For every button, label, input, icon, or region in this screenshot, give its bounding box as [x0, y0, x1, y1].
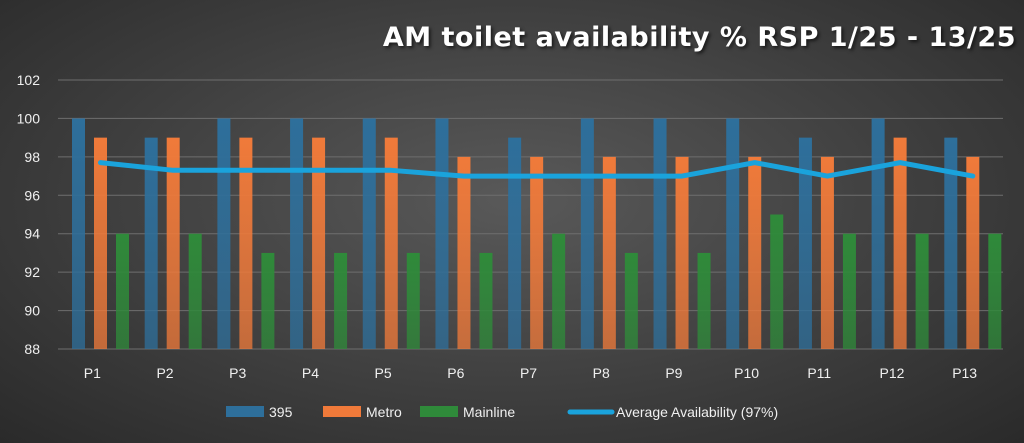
bar	[580, 118, 594, 349]
y-tick-label: 98	[24, 149, 40, 165]
bar	[798, 137, 812, 349]
bar	[94, 137, 107, 349]
bar	[479, 252, 493, 349]
bar	[966, 156, 980, 349]
x-tick-label: P10	[734, 365, 759, 381]
x-tick-label: P12	[880, 365, 905, 381]
bar	[166, 137, 180, 349]
x-tick-label: P8	[593, 365, 610, 381]
bar	[217, 118, 231, 349]
bar	[406, 252, 420, 349]
bar	[915, 233, 929, 349]
bar	[871, 118, 885, 349]
bar	[893, 137, 907, 349]
legend-label: 395	[269, 404, 293, 420]
x-tick-label: P1	[84, 365, 101, 381]
bar	[624, 252, 638, 349]
average-line-series	[98, 160, 976, 179]
legend-label: Mainline	[463, 404, 515, 420]
bar	[653, 118, 667, 349]
legend: 395 Metro Mainline Average Availability (97…	[226, 404, 778, 420]
bar	[334, 252, 348, 349]
x-tick-label: P3	[229, 365, 246, 381]
x-tick-label: P5	[375, 365, 392, 381]
y-tick-label: 94	[24, 226, 40, 242]
y-tick-label: 90	[24, 303, 40, 319]
bar	[435, 118, 449, 349]
bar	[748, 156, 762, 349]
x-tick-label: P13	[952, 365, 977, 381]
series-395-bars	[72, 118, 958, 349]
bar	[290, 118, 304, 349]
bar	[552, 233, 566, 349]
bar	[944, 137, 958, 349]
legend-label: Average Availability (97%)	[616, 404, 778, 420]
bar	[726, 118, 740, 349]
bar	[261, 252, 275, 349]
y-tick-label: 100	[17, 110, 41, 126]
bar	[988, 233, 1002, 349]
y-axis-labels: 88 90 92 94 96 98 100 102	[17, 72, 41, 357]
bar	[697, 252, 711, 349]
bar	[602, 156, 616, 349]
bar	[842, 233, 856, 349]
series-mainline-bars	[116, 214, 1002, 349]
bars	[72, 118, 1002, 349]
bar	[144, 137, 158, 349]
bar	[675, 156, 689, 349]
bar	[312, 137, 326, 349]
bar	[530, 156, 544, 349]
bar	[770, 214, 784, 349]
x-tick-label: P2	[156, 365, 173, 381]
bar	[239, 137, 253, 349]
bar	[457, 156, 471, 349]
y-tick-label: 96	[24, 187, 40, 203]
y-tick-label: 102	[17, 72, 41, 88]
series-metro-bars	[94, 137, 980, 349]
x-tick-label: P9	[665, 365, 682, 381]
x-tick-label: P7	[520, 365, 537, 381]
bar	[72, 118, 85, 349]
y-tick-label: 88	[24, 341, 40, 357]
x-tick-label: P4	[302, 365, 319, 381]
legend-swatch	[420, 406, 458, 417]
chart-title: AM toilet availability % RSP 1/25 - 13/2…	[382, 22, 1016, 53]
legend-swatch	[323, 406, 361, 417]
x-tick-label: P6	[447, 365, 464, 381]
legend-swatch	[226, 406, 264, 417]
bar	[362, 118, 376, 349]
x-axis-labels: P1 P2 P3 P4 P5 P6 P7 P8 P9 P10 P11 P12 P13	[84, 365, 978, 381]
bar	[384, 137, 398, 349]
y-tick-label: 92	[24, 264, 40, 280]
bar	[116, 233, 129, 349]
legend-label: Metro	[366, 404, 402, 420]
x-tick-label: P11	[807, 365, 831, 381]
bar	[508, 137, 522, 349]
bar	[188, 233, 202, 349]
bar	[820, 156, 834, 349]
